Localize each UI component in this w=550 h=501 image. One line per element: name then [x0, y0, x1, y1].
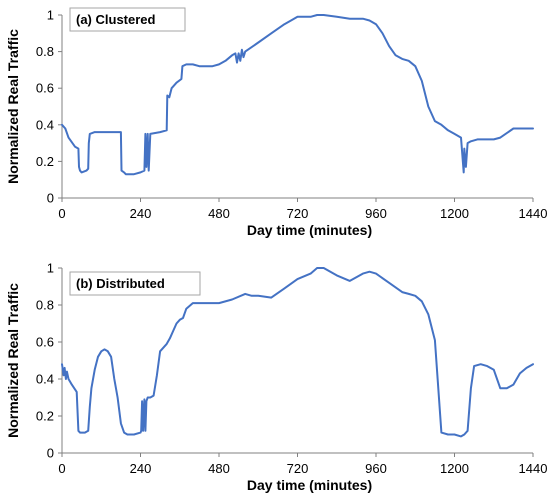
panel-b-y-tick-label: 0.4: [36, 372, 54, 387]
panel-a-y-tick-label: 0.2: [36, 154, 54, 169]
panel-b-y-tick-label: 0: [47, 446, 54, 461]
panel-a-x-tick-label: 480: [208, 206, 230, 221]
panel-a-x-tick-label: 1440: [519, 206, 548, 221]
panel-a-y-tick-label: 1: [47, 8, 54, 23]
panel-b-x-tick-label: 0: [58, 461, 65, 476]
panel-b-y-tick-label: 0.6: [36, 335, 54, 350]
panel-a-label-box: [69, 7, 186, 32]
panel-b-x-tick-label: 960: [365, 461, 387, 476]
panel-b-label: (b) Distributed: [76, 276, 165, 291]
panel-a-x-tick-label: 240: [130, 206, 152, 221]
panel-a-y-tick-label: 0.6: [36, 81, 54, 96]
panel-a-series-line: [61, 14, 534, 176]
panel-b-x-tick-label: 720: [287, 461, 309, 476]
panel-a-x-tick-label: 1200: [440, 206, 469, 221]
panel-b-x-tick-label: 240: [130, 461, 152, 476]
panel-b-y-tick-label: 1: [47, 261, 54, 276]
panel-b-x-axis-label: Day time (minutes): [247, 477, 372, 493]
panel-b-x-tick-label: 480: [208, 461, 230, 476]
panel-a-x-tick-label: 0: [58, 206, 65, 221]
panel-a-label: (a) Clustered: [76, 12, 156, 27]
panel-a-y-tick-label: 0.4: [36, 117, 54, 132]
panel-b-y-tick-label: 0.2: [36, 409, 54, 424]
panel-a-y-tick-label: 0.8: [36, 44, 54, 59]
panel-b-x-tick-label: 1440: [519, 461, 548, 476]
panel-b-y-tick-label: 0.8: [36, 298, 54, 313]
panel-b-x-tick-label: 1200: [440, 461, 469, 476]
panel-b-label-box: [69, 271, 201, 296]
panel-b-y-axis-label: Normalized Real Traffic: [5, 283, 21, 438]
panel-a-x-tick-label: 960: [365, 206, 387, 221]
panel-a-y-axis-label: Normalized Real Traffic: [5, 29, 21, 184]
panel-a-x-axis-label: Day time (minutes): [247, 222, 372, 238]
panel-a-x-tick-label: 720: [287, 206, 309, 221]
panel-a-y-tick-label: 0: [47, 191, 54, 206]
panel-b-series-line: [61, 267, 534, 438]
